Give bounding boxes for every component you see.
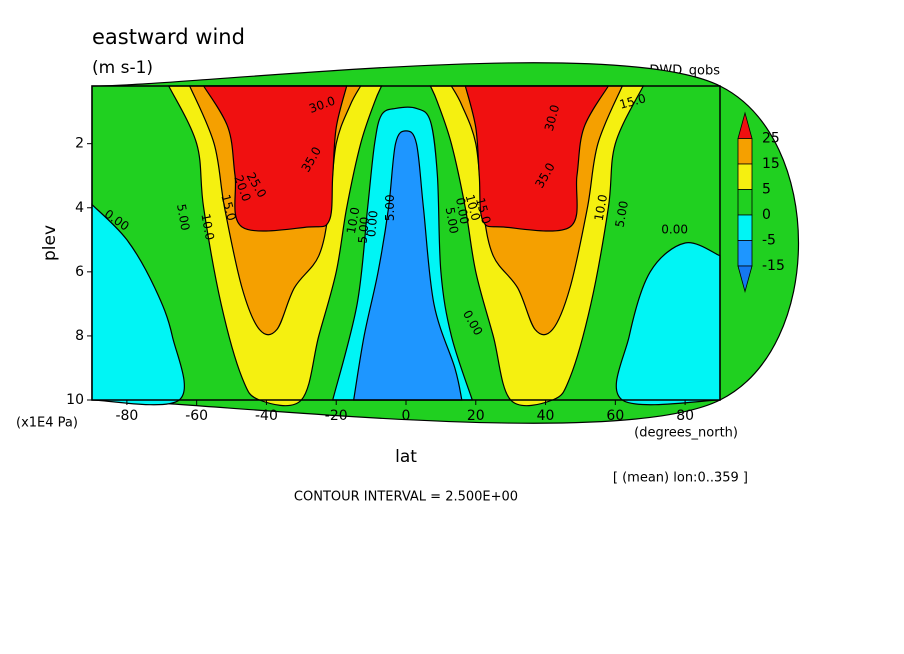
x-tick-label: -40 <box>255 408 278 424</box>
contour-label: 10.0 <box>592 193 610 222</box>
contour-region <box>202 85 348 232</box>
colorbar-swatch <box>737 138 753 165</box>
contour-label: 0.00 <box>661 223 688 237</box>
contour-label: 10.0 <box>463 193 483 222</box>
chart-subtitle: (m s-1) <box>92 58 153 78</box>
contour-label: 5.00 <box>443 206 461 235</box>
x-tick-label: 40 <box>537 408 555 424</box>
footer: CONTOUR INTERVAL = 2.500E+00 <box>294 490 518 505</box>
chart-title: eastward wind <box>92 25 245 49</box>
colorbar-swatch <box>737 214 753 241</box>
y-tick-label: 4 <box>75 200 84 216</box>
contour-label: 15.0 <box>618 91 647 111</box>
colorbar-swatch <box>737 240 753 267</box>
contour-region <box>91 203 185 406</box>
colorbar-swatch <box>737 265 753 294</box>
colorbar-swatch <box>737 163 753 190</box>
contour-region <box>464 85 610 232</box>
y-tick-label: 8 <box>75 328 84 344</box>
contour-label: 10.0 <box>344 206 362 235</box>
x-unit: (degrees_north) <box>634 426 738 441</box>
x-tick-label: -20 <box>325 408 348 424</box>
contour-label: 10.0 <box>198 213 216 242</box>
y-tick-label: 10 <box>66 392 84 408</box>
colorbar-label: 0 <box>762 207 771 223</box>
x-tick-label: 80 <box>676 408 694 424</box>
contour-region <box>615 242 721 406</box>
colorbar-label: 25 <box>762 131 780 147</box>
colorbar-label: 15 <box>762 156 780 172</box>
y-unit: (x1E4 Pa) <box>16 416 78 431</box>
colorbar-label: -15 <box>762 258 785 274</box>
contour-label: 15.0 <box>218 193 238 222</box>
note: [ (mean) lon:0..359 ] <box>613 471 748 486</box>
y-tick-label: 6 <box>75 264 84 280</box>
field <box>91 62 800 424</box>
x-axis-label: lat <box>395 447 417 467</box>
colorbar-label: -5 <box>762 233 776 249</box>
x-tick-label: 20 <box>467 408 485 424</box>
y-axis-label: plev <box>40 225 60 261</box>
y-tick-label: 2 <box>75 136 84 152</box>
contour-region <box>352 130 463 401</box>
x-tick-label: 60 <box>606 408 624 424</box>
contour-label: 0.00 <box>364 210 380 238</box>
contour-label: 5.00 <box>383 194 397 221</box>
contour-label: 30.0 <box>542 103 562 132</box>
contour-label: 5.00 <box>174 203 192 232</box>
contour-label: 5.00 <box>613 200 631 229</box>
colorbar-label: 5 <box>762 182 771 198</box>
contour-label: 0.00 <box>453 197 471 226</box>
x-tick-label: -80 <box>115 408 138 424</box>
x-tick-label: 0 <box>402 408 411 424</box>
contour-label: 5.00 <box>355 216 371 244</box>
x-tick-label: -60 <box>185 408 208 424</box>
colorbar-swatch <box>737 189 753 216</box>
contour-label: 15.0 <box>473 196 493 225</box>
